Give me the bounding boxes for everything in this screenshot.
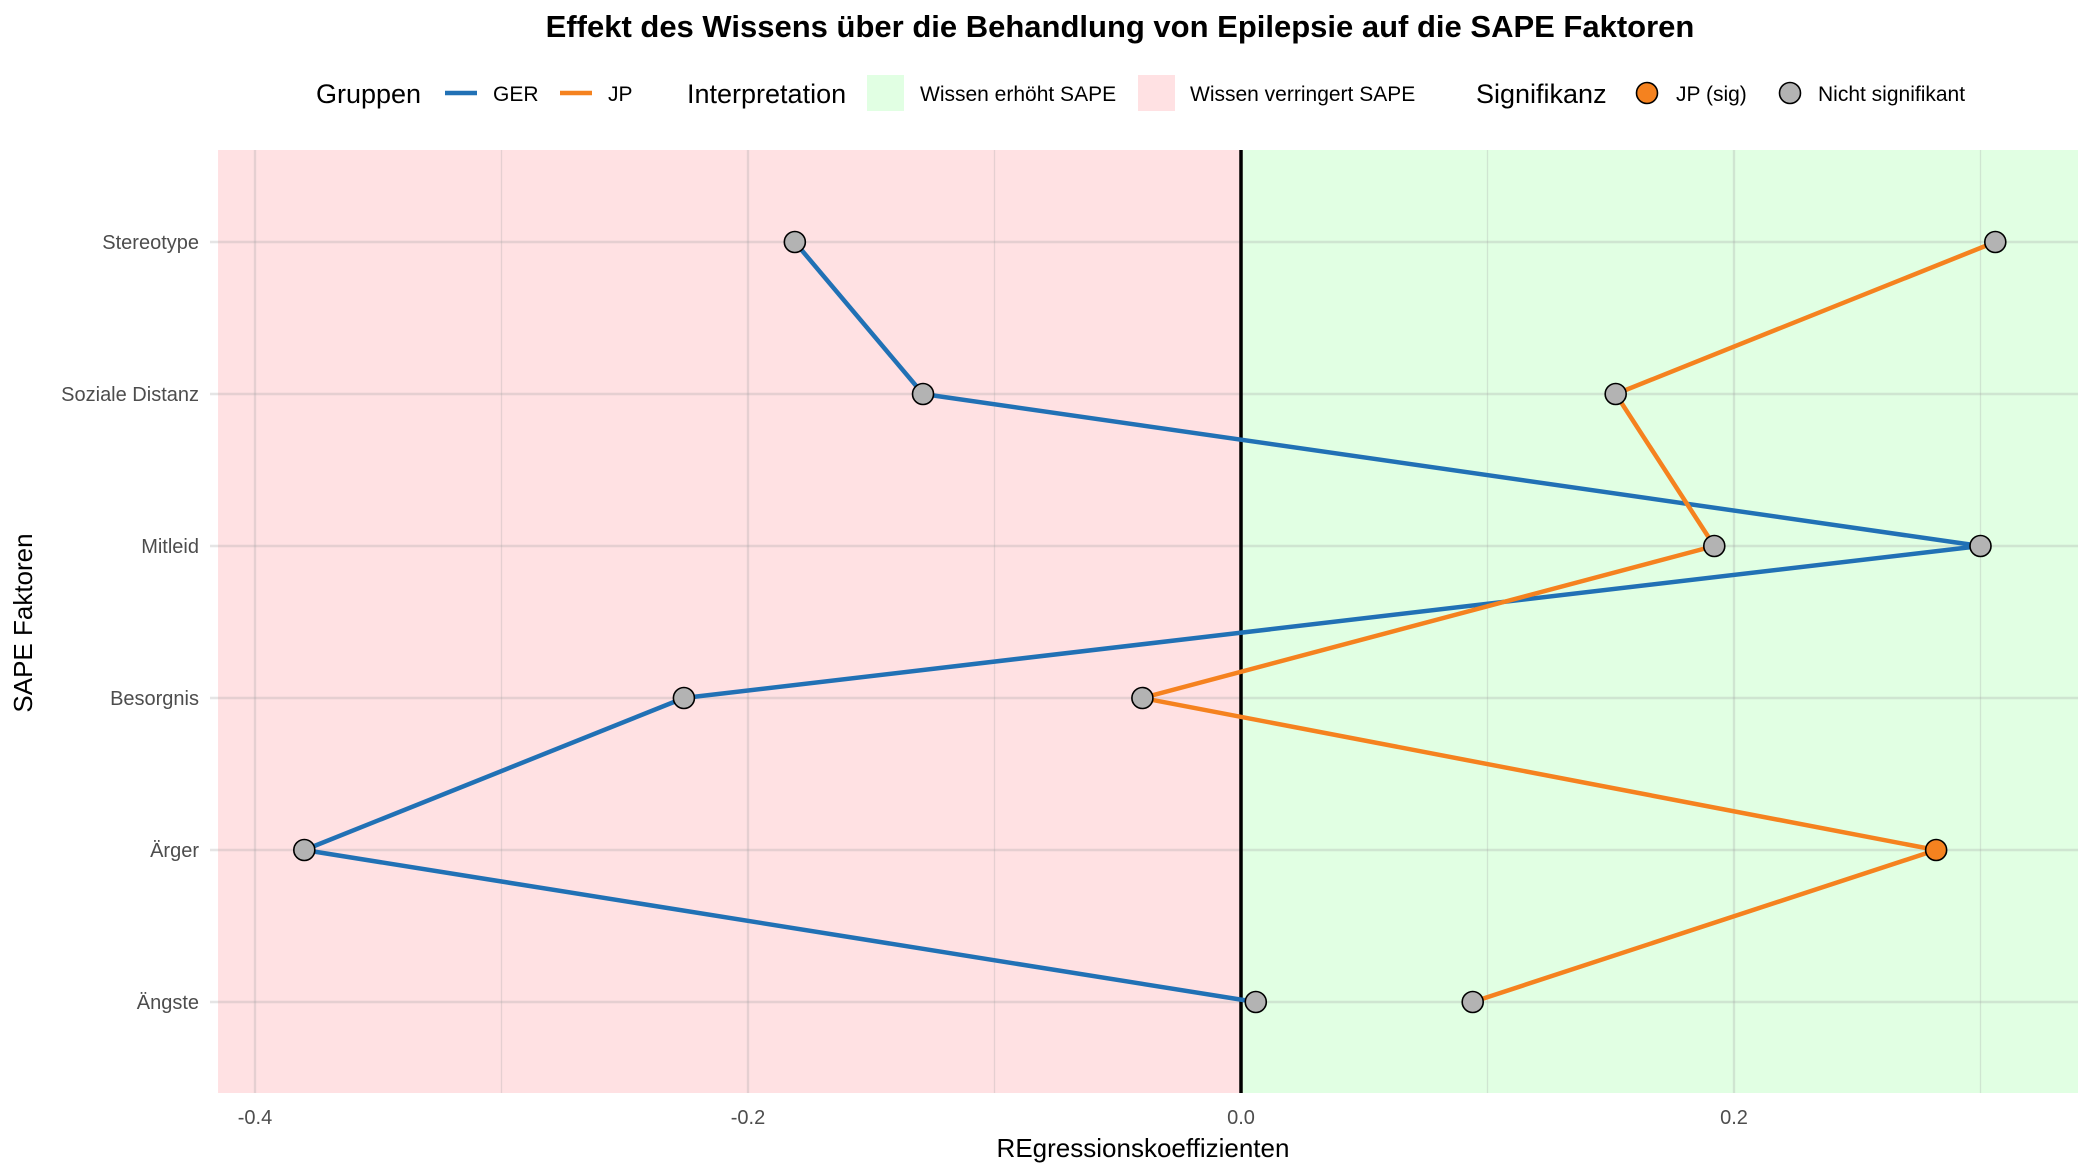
point-jp-1 <box>1461 990 1485 1014</box>
legend-title-groups: Gruppen <box>316 79 421 109</box>
point-ger-6 <box>783 230 807 254</box>
region-1 <box>1241 150 2078 1093</box>
y-tick-label: Ärger <box>150 840 199 862</box>
series-line-jp <box>1140 239 1998 1005</box>
point-ger-4 <box>1969 534 1992 558</box>
x-tick-label: -0.2 <box>731 1107 765 1129</box>
x-axis-title: REgressionskoeffizienten <box>997 1133 1290 1163</box>
point-ger-1 <box>1244 990 1268 1014</box>
y-tick-label: Stereotype <box>102 232 199 254</box>
point-jp-6 <box>1983 230 2007 254</box>
x-axis-ticks: -0.4 -0.2 0.0 0.2 <box>238 1107 1748 1129</box>
y-axis-title: SAPE Faktoren <box>8 533 38 712</box>
point-jp-3 <box>1131 686 1154 710</box>
legend-key-verringert <box>1138 75 1175 111</box>
legend-key-ns <box>1778 81 1802 105</box>
legend-label-sig: JP (sig) <box>1676 83 1747 106</box>
legend-label-ns: Nicht signifikant <box>1818 83 1965 106</box>
x-tick-label: 0.2 <box>1720 1107 1748 1129</box>
legend-label-verringert: Wissen verringert SAPE <box>1190 83 1415 106</box>
region-0 <box>218 150 1241 1093</box>
point-jp-2 <box>1924 838 1948 862</box>
point-jp-4 <box>1702 534 1726 558</box>
x-tick-label: -0.4 <box>238 1107 272 1129</box>
y-tick-label: Ängste <box>137 992 199 1014</box>
y-axis-ticks: Ängste Ärger Besorgnis Mitleid Soziale Dista… <box>61 232 199 1014</box>
legend-key-erhoeht <box>867 75 904 111</box>
data-points <box>292 230 2007 1014</box>
legend-title-interpretation: Interpretation <box>687 79 846 109</box>
series-line-ger <box>302 239 1983 1005</box>
y-tick-label: Besorgnis <box>110 688 199 710</box>
y-tick-label: Soziale Distanz <box>61 384 199 406</box>
point-ger-3 <box>672 686 696 710</box>
plot-background <box>218 150 2078 1093</box>
legend-label-jp: JP <box>608 83 633 106</box>
legend-label-erhoeht: Wissen erhöht SAPE <box>920 83 1116 106</box>
point-ger-5 <box>911 382 935 406</box>
legend-key-sig <box>1635 81 1659 105</box>
series-lines <box>302 239 1998 1005</box>
x-tick-label: 0.0 <box>1227 1107 1255 1129</box>
point-jp-5 <box>1604 382 1627 406</box>
y-tick-label: Mitleid <box>141 536 199 558</box>
legend-title-significance: Signifikanz <box>1476 79 1607 109</box>
point-ger-2 <box>292 838 316 862</box>
chart-title: Effekt des Wissens über die Behandlung v… <box>546 9 1695 44</box>
legend: Gruppen GER JP Interpretation Wissen erhöht … <box>316 75 1965 111</box>
legend-label-ger: GER <box>493 83 539 106</box>
